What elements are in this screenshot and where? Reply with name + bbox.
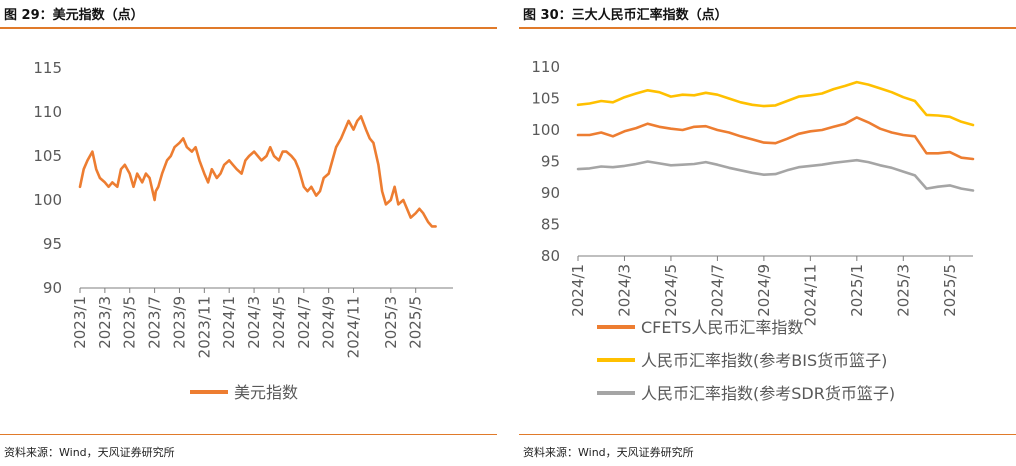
panel-usd-index: 图 29：美元指数（点） 90 95 100 105 110 115 2023/1 2023… bbox=[0, 0, 497, 466]
y-tick-label: 105 bbox=[531, 90, 560, 108]
x-axis: 2024/1 2024/3 2024/5 2024/7 2024/9 2024/11 202… bbox=[569, 255, 973, 326]
legend-label: 人民币汇率指数(参考SDR货币篮子) bbox=[641, 384, 895, 403]
x-tick-label: 2024/9 bbox=[320, 296, 338, 349]
y-tick-label: 95 bbox=[43, 235, 62, 253]
x-tick-label: 2023/3 bbox=[96, 296, 114, 349]
x-tick-label: 2024/3 bbox=[615, 264, 633, 317]
x-tick-label: 2024/5 bbox=[270, 296, 288, 349]
title-rule bbox=[519, 27, 1016, 29]
chart-title: 图 30：三大人民币汇率指数（点） bbox=[523, 8, 728, 23]
y-tick-label: 110 bbox=[531, 58, 560, 76]
legend-label: CFETS人民币汇率指数 bbox=[641, 318, 803, 337]
x-tick-label: 2024/1 bbox=[220, 296, 238, 349]
x-tick-label: 2025/5 bbox=[941, 264, 959, 317]
y-tick-label: 105 bbox=[33, 147, 62, 165]
y-tick-label: 95 bbox=[541, 153, 560, 171]
y-axis: 80 85 90 95 100 105 110 bbox=[531, 58, 560, 265]
x-tick-label: 2023/9 bbox=[170, 296, 188, 349]
x-tick-label: 2024/11 bbox=[345, 296, 363, 358]
x-tick-label: 2024/7 bbox=[708, 264, 726, 317]
x-tick-label: 2024/7 bbox=[295, 296, 313, 349]
legend-label: 美元指数 bbox=[234, 383, 298, 402]
x-tick-label: 2024/11 bbox=[801, 264, 819, 326]
series-lines bbox=[78, 115, 437, 228]
source-note: 资料来源：Wind，天风证券研究所 bbox=[4, 446, 175, 459]
source-note: 资料来源：Wind，天风证券研究所 bbox=[523, 446, 694, 459]
y-tick-label: 100 bbox=[33, 191, 62, 209]
y-tick-label: 90 bbox=[541, 184, 560, 202]
title-rule bbox=[0, 27, 497, 29]
x-tick-label: 2023/7 bbox=[146, 296, 164, 349]
y-axis: 90 95 100 105 110 115 bbox=[33, 59, 62, 297]
x-tick-label: 2025/3 bbox=[382, 296, 400, 349]
source-rule bbox=[519, 434, 1016, 435]
series-lines bbox=[576, 80, 975, 192]
y-tick-label: 90 bbox=[43, 279, 62, 297]
x-tick-label: 2025/3 bbox=[894, 264, 912, 317]
legend-label: 人民币汇率指数(参考BIS货币篮子) bbox=[641, 351, 887, 370]
x-tick-label: 2023/5 bbox=[121, 296, 139, 349]
legend: 美元指数 bbox=[190, 383, 298, 402]
panel-rmb-indices: 图 30：三大人民币汇率指数（点） 80 85 90 95 100 105 110 2024… bbox=[519, 0, 1016, 466]
y-tick-label: 110 bbox=[33, 103, 62, 121]
x-tick-label: 2023/11 bbox=[195, 296, 213, 358]
series-line bbox=[576, 116, 975, 161]
x-tick-label: 2023/1 bbox=[71, 296, 89, 349]
x-tick-label: 2024/3 bbox=[245, 296, 263, 349]
source-rule bbox=[0, 434, 497, 435]
x-tick-label: 2024/1 bbox=[569, 264, 587, 317]
series-line bbox=[576, 80, 975, 127]
y-tick-label: 100 bbox=[531, 121, 560, 139]
y-tick-label: 115 bbox=[33, 59, 62, 77]
x-tick-label: 2025/1 bbox=[848, 264, 866, 317]
x-tick-label: 2024/9 bbox=[755, 264, 773, 317]
x-tick-label: 2025/5 bbox=[407, 296, 425, 349]
y-tick-label: 80 bbox=[541, 247, 560, 265]
x-axis: 2023/1 2023/3 2023/5 2023/7 2023/9 2023/11 202… bbox=[71, 287, 453, 358]
x-tick-label: 2024/5 bbox=[662, 264, 680, 317]
series-line bbox=[576, 158, 975, 192]
y-tick-label: 85 bbox=[541, 216, 560, 234]
series-line bbox=[78, 115, 437, 228]
chart-title: 图 29：美元指数（点） bbox=[4, 8, 144, 23]
